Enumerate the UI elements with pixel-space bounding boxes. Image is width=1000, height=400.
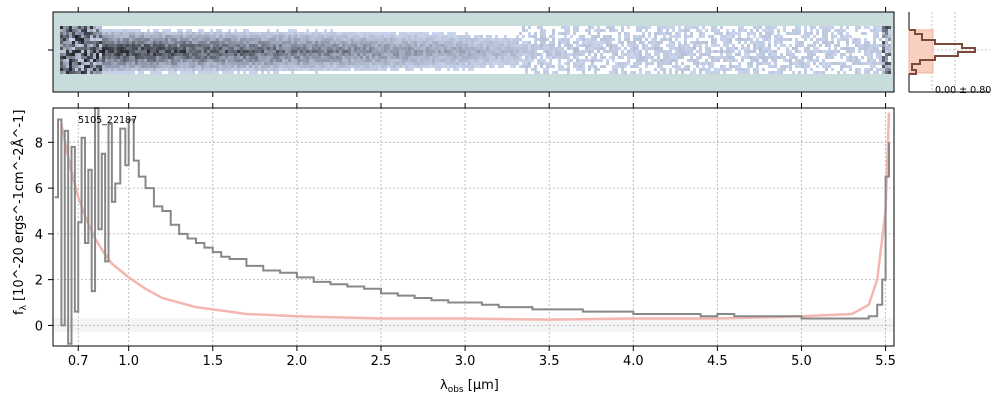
data-series xyxy=(54,107,890,345)
spectrum-1d-panel: 0.7 1.0 1.5 2.0 2.5 3.0 3.5 4.0 4.5 5.0 5.5 02468 … xyxy=(35,103,896,369)
x-tick-label: 2.5 xyxy=(371,354,392,369)
object-label: 5105_22187 xyxy=(78,115,137,126)
x-axis-label: λobs [μm] xyxy=(440,378,499,395)
y-axis-ticks: 0 2 4 6 8 xyxy=(35,136,53,334)
profile-range-label: 0.00 ± 0.80 xyxy=(935,85,991,96)
grid-lines xyxy=(53,108,894,346)
x-tick-label: 4.0 xyxy=(623,354,644,369)
y-axis-label: fλ [10^-20 ergs^-1cm^-2Å^-1] xyxy=(11,110,29,315)
y-tick-label: 8 xyxy=(35,136,43,151)
x-tick-label: 4.5 xyxy=(707,354,728,369)
x-tick-label: 1.5 xyxy=(202,354,223,369)
y-tick-label: 0 xyxy=(35,319,43,334)
x-tick-label: 5.0 xyxy=(791,354,812,369)
model-line xyxy=(60,112,891,321)
x-axis-ticks: 0.7 1.0 1.5 2.0 2.5 3.0 3.5 4.0 4.5 5.0 5.5 xyxy=(68,103,896,369)
profile-data-histogram xyxy=(909,29,976,75)
spectrum-2d-heatmap xyxy=(60,26,891,74)
zero-band xyxy=(53,318,894,332)
spectrum-2d-frame xyxy=(52,11,895,93)
x-tick-label: 3.5 xyxy=(539,354,560,369)
x-tick-label: 0.7 xyxy=(68,354,89,369)
model-series xyxy=(60,112,891,321)
spectrum-1d-frame xyxy=(52,107,895,347)
profile-panel: 0.00 ± 0.80 xyxy=(908,12,991,96)
y-tick-label: 2 xyxy=(35,274,43,289)
x-tick-label: 1.0 xyxy=(118,354,139,369)
x-tick-label: 5.5 xyxy=(875,354,896,369)
y-tick-label: 4 xyxy=(35,228,43,243)
spectrum-2d-ticks xyxy=(77,7,887,97)
x-tick-label: 2.0 xyxy=(287,354,308,369)
data-line xyxy=(54,107,890,345)
x-tick-label: 3.0 xyxy=(455,354,476,369)
spectrum-2d-panel xyxy=(48,7,895,97)
y-tick-label: 6 xyxy=(35,182,43,197)
